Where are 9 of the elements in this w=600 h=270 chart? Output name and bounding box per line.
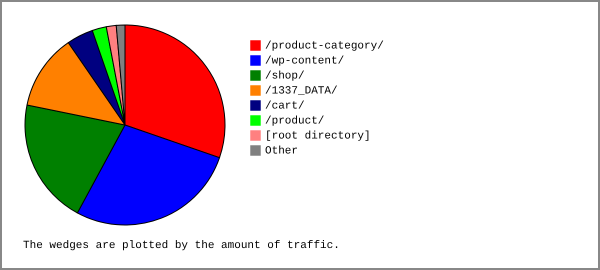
text: The wedges are plotted by the amount of traffic. [23, 240, 340, 252]
legend-label: /product/ [265, 116, 324, 128]
legend-label: /1337_DATA/ [265, 86, 338, 98]
legend-label: /wp-content/ [265, 56, 344, 68]
legend-label: Other [265, 146, 298, 158]
legend-label: [root directory] [265, 130, 371, 142]
legend-label: /cart/ [265, 100, 305, 112]
legend-label: /product-category/ [265, 40, 384, 52]
legend-label: /shop/ [265, 70, 305, 82]
